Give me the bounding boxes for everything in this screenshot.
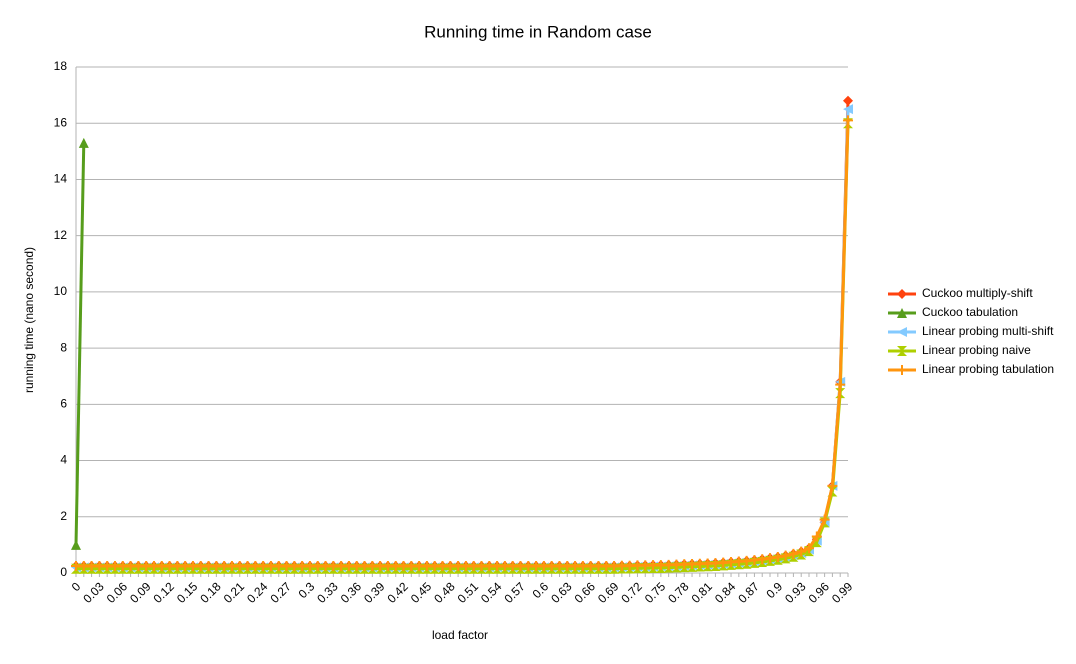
x-tick-label: 0.99 xyxy=(829,579,856,606)
x-tick-label: 0.87 xyxy=(735,579,762,606)
y-tick-label: 10 xyxy=(54,284,68,298)
x-tick-label: 0.96 xyxy=(806,579,833,606)
marker xyxy=(765,553,776,564)
x-tick-label: 0.45 xyxy=(408,579,435,606)
marker xyxy=(804,543,815,554)
x-tick-label: 0.3 xyxy=(296,579,318,601)
marker xyxy=(71,539,81,550)
y-tick-label: 6 xyxy=(60,397,67,411)
legend-label: Linear probing tabulation xyxy=(922,362,1054,376)
x-tick-label: 0.42 xyxy=(384,579,411,606)
x-tick-label: 0.63 xyxy=(548,579,575,606)
y-tick-label: 16 xyxy=(54,115,68,129)
legend-label: Linear probing multi-shift xyxy=(922,324,1054,338)
marker xyxy=(897,327,907,337)
x-tick-label: 0.09 xyxy=(127,579,154,606)
y-tick-label: 0 xyxy=(60,565,67,579)
series-line xyxy=(76,100,850,568)
x-tick-label: 0.27 xyxy=(267,579,294,606)
y-tick-label: 18 xyxy=(54,59,68,73)
y-tick-label: 8 xyxy=(60,340,67,354)
y-tick-label: 14 xyxy=(54,172,68,186)
marker xyxy=(843,104,853,115)
x-tick-label: 0.75 xyxy=(642,579,669,606)
y-tick-label: 12 xyxy=(54,228,68,242)
legend-label: Linear probing naive xyxy=(922,343,1031,357)
series-line xyxy=(76,123,850,571)
x-tick-label: 0.48 xyxy=(431,579,458,606)
x-tick-label: 0.03 xyxy=(80,579,107,606)
x-tick-label: 0.9 xyxy=(763,579,785,601)
marker xyxy=(835,379,846,390)
series xyxy=(71,137,89,550)
x-tick-label: 0.81 xyxy=(689,579,716,606)
y-axis-label: running time (nano second) xyxy=(22,247,36,393)
x-tick-label: 0.12 xyxy=(151,579,178,606)
x-tick-label: 0.51 xyxy=(455,579,482,606)
marker xyxy=(796,546,807,557)
series xyxy=(71,118,853,574)
legend-label: Cuckoo multiply-shift xyxy=(922,286,1033,300)
marker xyxy=(811,531,822,542)
x-tick-label: 0.39 xyxy=(361,579,388,606)
x-axis-label: load factor xyxy=(432,628,488,642)
y-tick-label: 4 xyxy=(60,453,67,467)
marker xyxy=(843,95,853,106)
x-tick-label: 0 xyxy=(69,579,84,594)
x-tick-label: 0.21 xyxy=(221,579,248,606)
x-tick-label: 0.72 xyxy=(618,579,645,606)
x-tick-label: 0.18 xyxy=(197,579,224,606)
marker xyxy=(897,308,907,318)
x-tick-label: 0.69 xyxy=(595,579,622,606)
x-tick-label: 0.84 xyxy=(712,579,739,606)
x-tick-label: 0.66 xyxy=(572,579,599,606)
x-tick-label: 0.93 xyxy=(782,579,809,606)
legend-label: Cuckoo tabulation xyxy=(922,305,1018,319)
x-tick-label: 0.33 xyxy=(314,579,341,606)
x-tick-label: 0.06 xyxy=(104,579,131,606)
marker xyxy=(819,514,830,525)
marker xyxy=(897,346,907,356)
x-tick-label: 0.6 xyxy=(530,579,552,601)
x-tick-label: 0.57 xyxy=(501,579,528,606)
marker xyxy=(757,554,768,565)
series xyxy=(71,95,853,571)
marker xyxy=(827,480,838,491)
marker xyxy=(78,137,89,148)
series-line xyxy=(76,109,850,569)
series xyxy=(71,104,853,573)
x-tick-label: 0.36 xyxy=(338,579,365,606)
series-line xyxy=(74,142,86,545)
x-tick-label: 0.24 xyxy=(244,579,271,606)
x-tick-label: 0.78 xyxy=(665,579,692,606)
marker xyxy=(780,550,791,561)
x-tick-label: 0.54 xyxy=(478,579,505,606)
marker xyxy=(772,551,783,562)
series xyxy=(71,115,853,571)
marker xyxy=(788,548,799,559)
series-line xyxy=(76,120,850,568)
x-tick-label: 0.15 xyxy=(174,579,201,606)
chart-title: Running time in Random case xyxy=(424,22,652,41)
marker xyxy=(897,365,907,375)
y-tick-label: 2 xyxy=(60,509,67,523)
marker xyxy=(897,289,907,299)
marker xyxy=(843,115,853,126)
